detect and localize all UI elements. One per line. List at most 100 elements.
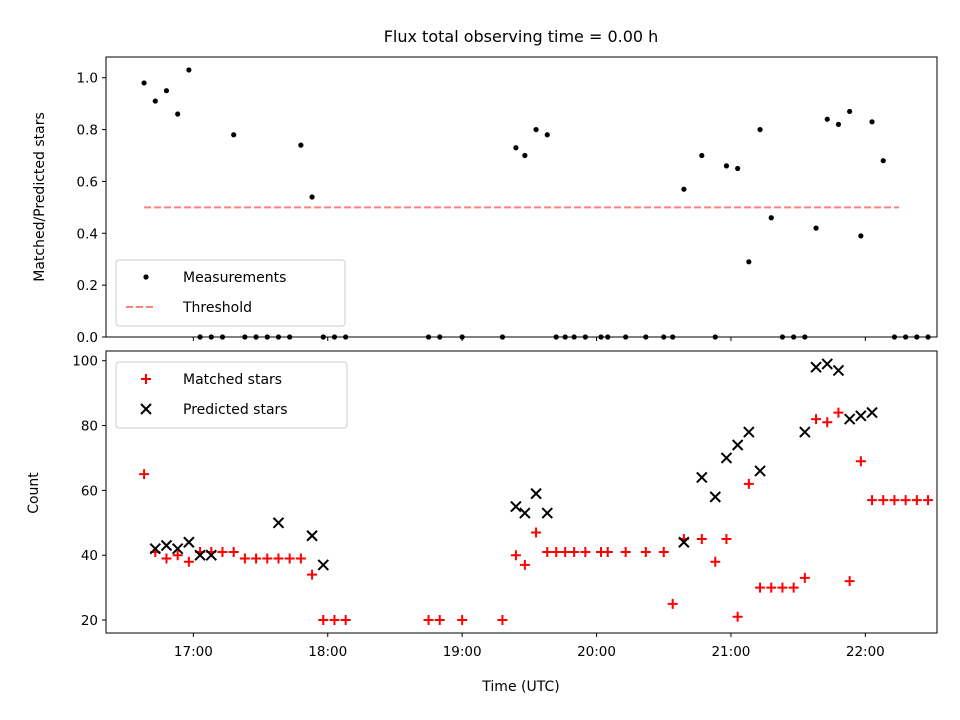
predicted-stars-point [306, 530, 318, 542]
top-legend [115, 259, 346, 327]
matched-stars-point [510, 550, 521, 561]
matched-stars-point [551, 546, 562, 557]
matched-stars-point [239, 553, 250, 564]
measurements-point [824, 116, 830, 122]
matched-stars-point [667, 598, 678, 609]
measurements-point [869, 119, 875, 125]
bottom-y-tick-label: 20 [81, 613, 98, 629]
matched-stars-legend-swatch [141, 374, 151, 384]
matched-stars-point [889, 495, 900, 506]
predicted-stars-point [821, 358, 833, 370]
matched-stars-point [560, 546, 571, 557]
predicted-stars-point [810, 361, 822, 373]
bottom-legend [115, 361, 348, 429]
matched-stars-point [732, 611, 743, 622]
predicted-stars-point [541, 507, 553, 519]
matched-stars-point [710, 556, 721, 567]
measurements-point [513, 145, 519, 151]
x-tick-label: 19:00 [443, 644, 482, 660]
measurements-point [186, 67, 192, 73]
matched-stars-point [602, 546, 613, 557]
bottom-y-tick-label: 100 [72, 354, 98, 370]
matched-stars-point [423, 615, 434, 626]
bottom-y-tick-label: 40 [81, 548, 98, 564]
matched-stars-point [273, 553, 284, 564]
predicted-stars-point [743, 426, 755, 438]
matched-stars-point [457, 615, 468, 626]
matched-stars-point [658, 546, 669, 557]
top-y-tick-label: 0.0 [77, 330, 98, 346]
matched-stars-point [434, 615, 445, 626]
x-tick-label: 20:00 [577, 644, 616, 660]
predicted-stars-point [855, 410, 867, 422]
predicted-stars-point [171, 543, 184, 555]
measurements-point [699, 152, 705, 159]
measurements-point [847, 108, 853, 115]
measurements-point [735, 165, 741, 172]
matched-stars-point [531, 527, 542, 538]
predicted-stars-point [832, 364, 845, 377]
bottom-y-tick-label: 80 [81, 419, 98, 435]
measurements-point [880, 158, 886, 164]
matched-stars-point [755, 582, 766, 593]
matched-stars-point [569, 546, 580, 557]
x-tick-label: 22:00 [846, 644, 885, 660]
measurements-point [858, 233, 864, 239]
predicted-stars-legend-label: Predicted stars [183, 402, 288, 418]
measurements-point [522, 152, 528, 159]
measurements-point [757, 126, 763, 133]
predicted-stars-point [720, 452, 733, 464]
matched-stars-point [251, 553, 262, 564]
matched-stars-point [228, 546, 239, 557]
measurements-point [813, 225, 819, 231]
matched-stars-point [329, 615, 340, 626]
matched-stars-point [923, 495, 934, 506]
matched-stars-point [811, 414, 822, 425]
predicted-stars-point [519, 507, 531, 519]
x-tick-label: 21:00 [711, 644, 750, 660]
matched-stars-point [307, 569, 318, 580]
predicted-stars-point [678, 536, 690, 548]
measurements-point [231, 132, 237, 138]
matched-stars-point [766, 582, 777, 593]
measurements-point [533, 126, 539, 133]
predicted-stars-point [510, 500, 522, 513]
matched-stars-point [183, 556, 194, 567]
matched-stars-legend-label: Matched stars [183, 372, 282, 388]
bottom-panel: 20 40 60 80 100 17:00 18:00 19:00 20:00 21:00 22:0… [72, 350, 938, 660]
top-panel: 0.0 0.2 0.4 0.6 0.8 1.0 Measurements Threshold [77, 56, 938, 346]
matched-stars-point [340, 615, 351, 626]
bottom-y-tick-label: 60 [81, 483, 98, 499]
predicted-stars-point [194, 549, 206, 561]
matched-stars-point [161, 553, 172, 564]
x-tick-label: 18:00 [308, 644, 347, 660]
matched-stars-point [878, 495, 889, 506]
matched-stars-point [777, 582, 788, 593]
matched-stars-point [519, 559, 530, 570]
measurements-point [141, 80, 147, 86]
predicted-stars-point [272, 517, 285, 529]
measurements-legend-label: Measurements [183, 270, 286, 286]
matched-stars-point [867, 495, 878, 506]
predicted-stars-point [183, 536, 195, 548]
predicted-stars-point [160, 539, 173, 552]
top-axes-frame [105, 56, 938, 338]
measurements-point [835, 121, 842, 128]
x-tick-label: 17:00 [174, 644, 213, 660]
predicted-stars-point [149, 543, 161, 555]
matched-stars-point [580, 546, 591, 557]
predicted-stars-point [754, 465, 766, 477]
predicted-stars-point [317, 559, 329, 571]
matched-stars-point [640, 546, 651, 557]
threshold-legend-label: Threshold [182, 300, 252, 316]
top-y-tick-label: 0.4 [77, 226, 98, 242]
matched-stars-point [139, 469, 150, 480]
predicted-stars-point [799, 426, 811, 438]
predicted-stars-point [843, 413, 856, 425]
matched-stars-point [911, 495, 922, 506]
top-y-tick-label: 0.8 [77, 123, 98, 139]
predicted-stars-point [530, 487, 542, 500]
matched-stars-point [620, 546, 631, 557]
matched-stars-point [172, 550, 183, 561]
